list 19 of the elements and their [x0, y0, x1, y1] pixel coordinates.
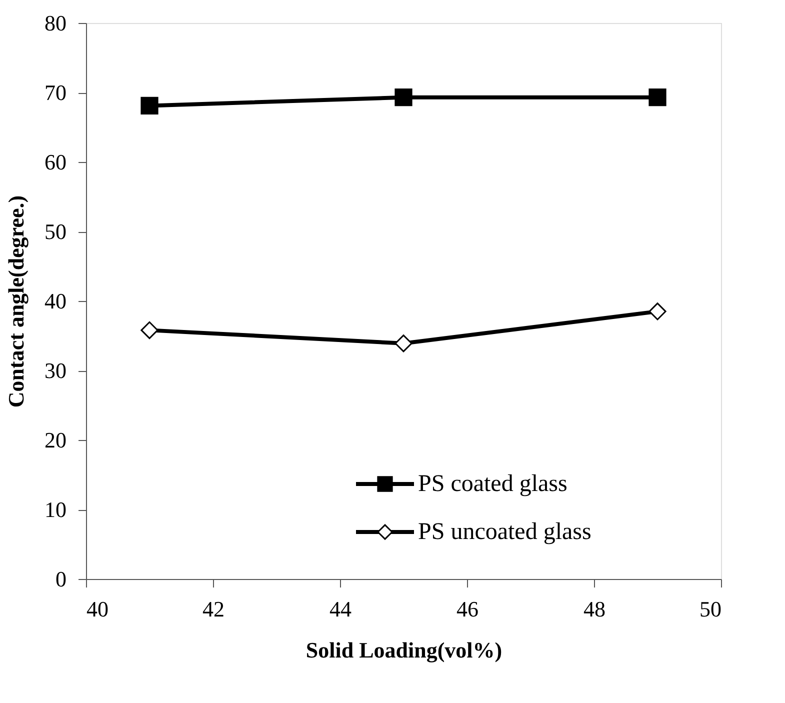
y-tick-label: 10: [44, 497, 66, 522]
x-tick-label: 48: [584, 596, 606, 622]
legend-label: PS uncoated glass: [418, 519, 592, 545]
x-tick-label: 50: [700, 596, 722, 622]
y-tick-label: 30: [44, 358, 66, 383]
y-tick-label: 0: [56, 566, 66, 592]
x-tick-label: 44: [330, 596, 352, 622]
x-tick-label: 40: [86, 596, 108, 622]
y-tick-label: 40: [44, 288, 66, 314]
y-tick-label: 70: [44, 80, 66, 105]
y-tick-label: 60: [44, 150, 66, 174]
y-axis-title: Contact angle(degree.): [4, 195, 28, 408]
y-tick-label: 80: [44, 10, 66, 36]
legend-label: PS coated glass: [418, 471, 568, 497]
x-axis-title: Solid Loading(vol%): [306, 638, 502, 662]
y-tick-label: 20: [44, 428, 66, 452]
x-tick-label: 46: [456, 596, 478, 622]
x-tick-label: 42: [202, 596, 224, 622]
y-tick-label: 50: [44, 219, 66, 244]
